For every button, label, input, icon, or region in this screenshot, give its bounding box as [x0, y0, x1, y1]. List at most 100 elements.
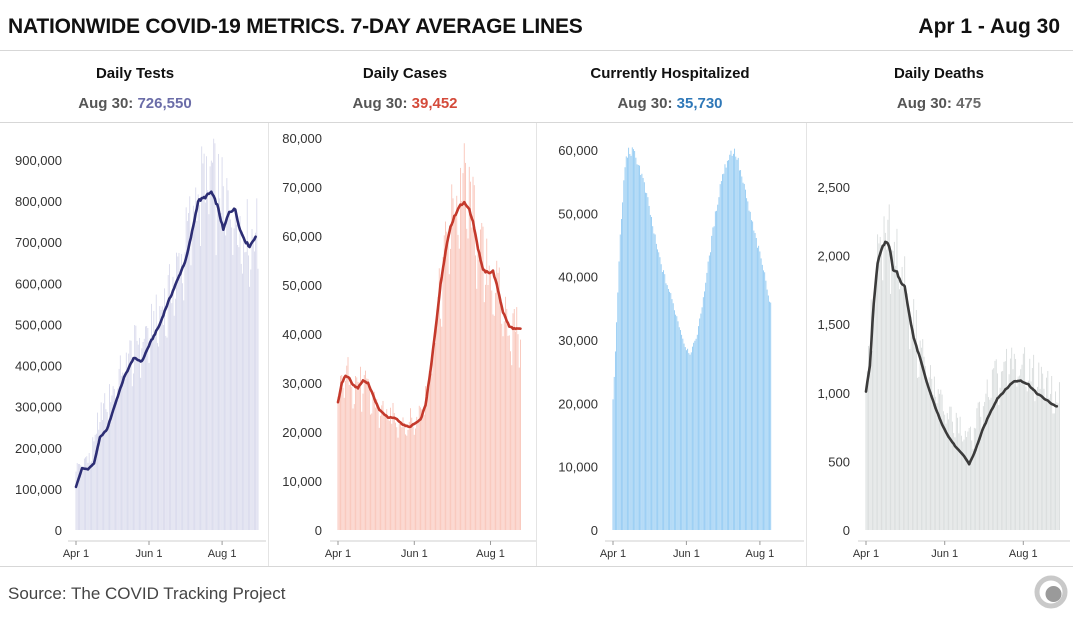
bar [1029, 358, 1031, 530]
bar [673, 310, 675, 530]
bar [467, 238, 469, 531]
bar [497, 272, 499, 530]
average-line [336, 200, 522, 429]
panel-separator [268, 123, 269, 566]
bar [112, 386, 114, 530]
y-tick-label: 70,000 [282, 180, 322, 195]
bar [171, 303, 173, 530]
bar [1040, 366, 1042, 530]
bar [237, 245, 239, 530]
bar [425, 386, 426, 530]
bar [719, 184, 721, 531]
bar [665, 283, 667, 530]
bar [481, 222, 483, 531]
bar [717, 204, 719, 530]
bar [88, 453, 90, 530]
bar [420, 407, 421, 530]
bar [250, 269, 252, 530]
bar [1004, 361, 1006, 530]
bar [657, 249, 658, 530]
y-tick-label: 50,000 [282, 278, 322, 293]
bar [131, 386, 133, 530]
bar [493, 315, 495, 530]
bar [1033, 354, 1035, 530]
bar [930, 365, 931, 530]
bar [1049, 393, 1051, 530]
bar [238, 247, 240, 530]
bar [256, 198, 258, 530]
bar [461, 200, 463, 530]
bar [1058, 382, 1060, 530]
bar [196, 221, 198, 530]
bar [913, 299, 915, 530]
bar [457, 234, 459, 530]
bar [252, 237, 254, 530]
bar [623, 180, 625, 530]
bar [982, 406, 984, 530]
x-tick-label: Jun 1 [136, 548, 163, 560]
bar [358, 382, 360, 530]
y-tick-label: 2,500 [817, 180, 850, 195]
bar [935, 396, 937, 530]
x-tick-label: Jun 1 [673, 548, 700, 560]
bar [477, 250, 479, 530]
bar [353, 404, 355, 530]
x-tick-label: Jun 1 [401, 548, 428, 560]
bar [997, 373, 998, 530]
page-title: NATIONWIDE COVID-19 METRICS. 7-DAY AVERA… [8, 15, 583, 38]
bar [128, 353, 130, 530]
bar [177, 256, 179, 530]
panel-separator [536, 123, 537, 566]
bar [391, 423, 393, 530]
bar [188, 213, 189, 531]
bar [877, 234, 879, 530]
bar [878, 243, 880, 530]
bar [498, 267, 500, 530]
bar [347, 357, 349, 530]
bar [186, 221, 188, 531]
bar [106, 412, 108, 530]
bar [714, 211, 716, 530]
bar [488, 265, 490, 530]
bar [218, 153, 219, 530]
bar [751, 220, 752, 530]
bar [352, 408, 354, 530]
bar [98, 429, 100, 530]
bar [700, 313, 702, 530]
latest-number: 35,730 [676, 95, 723, 112]
bar [631, 147, 633, 530]
bar [914, 343, 916, 530]
bar [113, 389, 115, 530]
bar [1000, 371, 1002, 530]
bar [758, 245, 760, 530]
bar [433, 345, 435, 530]
bar [206, 156, 207, 530]
bar [746, 198, 748, 531]
bar [1046, 377, 1047, 530]
bar [740, 170, 742, 531]
bar [670, 293, 672, 530]
bar [875, 279, 877, 530]
bar [174, 298, 176, 530]
bar [676, 316, 678, 530]
bar [164, 288, 166, 530]
x-tick-label: Apr 1 [853, 548, 879, 560]
bar [651, 216, 652, 530]
y-tick-label: 200,000 [15, 441, 62, 456]
bar [255, 232, 257, 531]
bar [868, 345, 870, 530]
bar [698, 326, 699, 530]
bar [921, 347, 922, 530]
bar [183, 300, 185, 530]
y-tick-label: 0 [843, 523, 850, 538]
bar [165, 335, 167, 530]
bar [1006, 348, 1007, 530]
bar [192, 205, 194, 531]
bar [93, 441, 95, 530]
bar [107, 424, 109, 530]
bar [723, 173, 725, 530]
bar [94, 434, 96, 530]
bar [225, 235, 227, 530]
bar [725, 167, 727, 531]
bar [1009, 358, 1011, 530]
